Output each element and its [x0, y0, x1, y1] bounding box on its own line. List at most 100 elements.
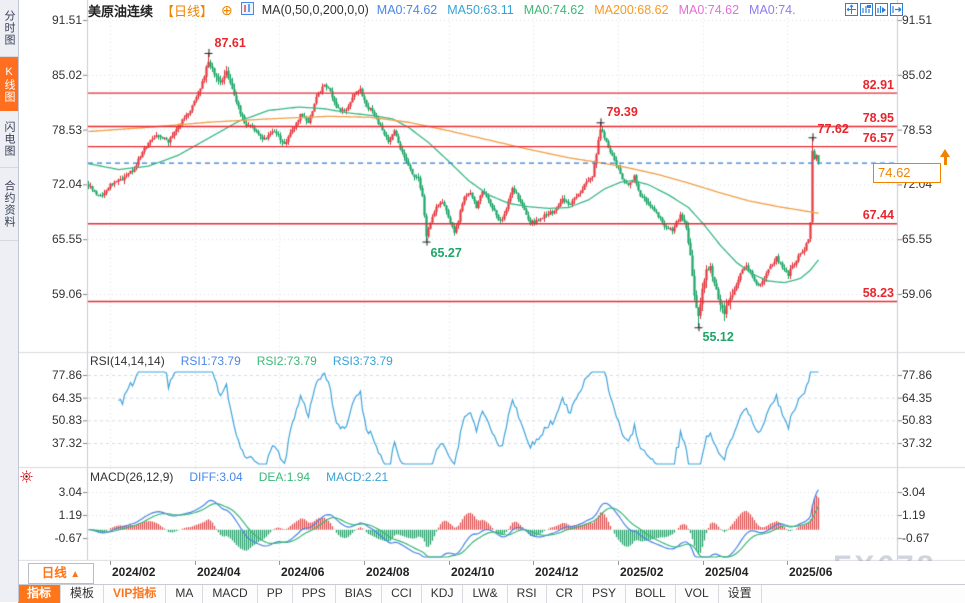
- price-axis-label-left: 65.55: [51, 232, 82, 247]
- macd-value: DIFF:3.04: [189, 470, 243, 484]
- date-label: 2024/12: [535, 565, 579, 579]
- date-tick: [449, 561, 450, 565]
- current-price-tag: 74.62: [873, 163, 941, 183]
- left-sidebar: 分时图 K线图 闪电图 合约资料: [0, 0, 19, 602]
- ma-value: MA0:74.62: [523, 3, 585, 17]
- price-axis-label-right: 85.02: [902, 67, 933, 82]
- period-selector-label: 日线: [41, 566, 67, 580]
- toolbar-item-CCI[interactable]: CCI: [382, 585, 422, 603]
- ma-value: MA0:74.: [749, 3, 796, 17]
- rsi-axis-label-right: 77.86: [902, 368, 933, 382]
- rsi-axis-label-left: 77.86: [51, 368, 82, 382]
- time-axis-row: 日线 ▲ 2024/02 2024/04 2024/06 2024/08 2024/10…: [19, 561, 965, 584]
- macd-title: MACD(26,12,9): [90, 470, 174, 484]
- swing-price-label: 79.39: [606, 105, 638, 120]
- macd-axis-label-right: -0.67: [902, 531, 930, 546]
- date-tick: [110, 561, 111, 565]
- toolbar-item-PSY[interactable]: PSY: [583, 585, 626, 603]
- rsi-axis-label-left: 37.32: [51, 435, 82, 450]
- rsi-axis-label-left: 50.83: [51, 413, 82, 428]
- swing-price-label: 77.62: [817, 122, 849, 137]
- macd-settings-icon[interactable]: [20, 470, 33, 488]
- sidebar-tab-2[interactable]: K线图: [0, 57, 18, 111]
- swing-price-label: 55.12: [702, 330, 734, 345]
- date-tick: [279, 561, 280, 565]
- hline-price-label: 58.23: [862, 286, 894, 300]
- date-label: 2024/06: [281, 565, 325, 579]
- chart-titlebar: 美原油连续 【日线】 ⊕ MA(0,50,0,200,0,0) MA0:74.6…: [88, 2, 806, 19]
- date-tick: [364, 561, 365, 565]
- date-tick: [787, 561, 788, 565]
- window-icons: [845, 3, 903, 16]
- macd-axis-label-left: 1.19: [58, 508, 82, 522]
- toolbar-item-VOL[interactable]: VOL: [676, 585, 719, 603]
- hline-price-label: 67.44: [862, 208, 894, 223]
- chevron-up-icon: ▲: [70, 569, 81, 580]
- macd-axis-label-left: 3.04: [58, 485, 82, 500]
- macd-value: DEA:1.94: [258, 470, 311, 484]
- toolbar-item-MA[interactable]: MA: [166, 585, 204, 603]
- sidebar-tab-4[interactable]: 合约资料: [0, 168, 18, 241]
- price-axis-label-left: 78.53: [51, 122, 82, 137]
- toolbar-item-VIP指标[interactable]: VIP指标: [104, 585, 167, 603]
- sidebar-tab-1[interactable]: 分时图: [0, 0, 18, 57]
- date-label: 2024/08: [366, 565, 410, 579]
- ma-value: MA50:63.11: [447, 3, 514, 17]
- toolbar-item-PPS[interactable]: PPS: [293, 585, 336, 603]
- swing-price-label: 65.27: [430, 245, 462, 260]
- price-axis-label-right: 78.53: [902, 122, 933, 137]
- date-label: 2025/02: [620, 565, 664, 579]
- rsi-title: RSI(14,14,14): [90, 354, 165, 368]
- toolbar-item-MACD[interactable]: MACD: [203, 585, 258, 603]
- crosshair-icon[interactable]: [845, 3, 858, 16]
- rsi-axis-label-left: 64.35: [51, 390, 82, 405]
- toolbar-item-RSI[interactable]: RSI: [508, 585, 547, 603]
- sidebar-tab-3[interactable]: 闪电图: [0, 111, 18, 168]
- ma-value: MA0:74.62: [376, 3, 438, 17]
- rsi-value: RSI1:73.79: [180, 354, 241, 368]
- date-tick: [703, 561, 704, 565]
- swing-price-label: 87.61: [214, 35, 246, 50]
- ma-value: MA0:74.62: [678, 3, 740, 17]
- date-label: 2024/10: [451, 565, 495, 579]
- kline-style-icon[interactable]: [240, 2, 254, 18]
- toolbar-item-LW&[interactable]: LW&: [463, 585, 508, 603]
- rsi-value: RSI2:73.79: [256, 354, 317, 368]
- price-axis-label-left: 85.02: [51, 67, 82, 82]
- toolbar-item-CR[interactable]: CR: [547, 585, 583, 603]
- macd-axis-label-right: 3.04: [902, 485, 926, 500]
- macd-axis-label-left: -0.67: [54, 531, 82, 546]
- period-label: 【日线】: [161, 3, 214, 19]
- date-label: 2025/04: [705, 565, 749, 579]
- toolbar-item-模板[interactable]: 模板: [61, 585, 105, 603]
- toolbar-item-KDJ[interactable]: KDJ: [422, 585, 464, 603]
- period-selector-button[interactable]: 日线 ▲: [28, 563, 94, 584]
- rsi-axis-label-right: 50.83: [902, 413, 933, 428]
- toolbar-item-指标[interactable]: 指标: [18, 585, 62, 603]
- ma-settings-text: MA(0,50,0,200,0,0): [261, 3, 369, 17]
- indicator-window-icon[interactable]: [860, 3, 873, 16]
- hline-price-label: 82.91: [862, 77, 894, 92]
- add-overlay-icon[interactable]: ⊕: [221, 2, 233, 18]
- date-label: 2025/06: [789, 565, 833, 579]
- symbol-name: 美原油连续: [88, 3, 154, 19]
- hline-price-label: 78.95: [862, 111, 894, 126]
- date-label: 2024/04: [197, 565, 241, 579]
- date-tick: [195, 561, 196, 565]
- toolbar-item-BIAS[interactable]: BIAS: [336, 585, 383, 603]
- price-axis-label-right: 65.55: [902, 232, 933, 247]
- pop-out-icon[interactable]: [890, 3, 903, 16]
- toolbar-item-BOLL[interactable]: BOLL: [626, 585, 676, 603]
- rsi-axis-label-right: 64.35: [902, 390, 933, 405]
- macd-axis-label-right: 1.19: [902, 508, 926, 522]
- toolbar-item-设置[interactable]: 设置: [719, 585, 762, 603]
- toolbar-item-PP[interactable]: PP: [258, 585, 293, 603]
- date-tick: [618, 561, 619, 565]
- date-label: 2024/02: [112, 565, 156, 579]
- price-axis-label-left: 59.06: [51, 286, 82, 301]
- ma-value: MA200:68.62: [594, 3, 669, 17]
- macd-header: MACD(26,12,9) DIFF:3.04 DEA:1.94 MACD:2.21: [90, 470, 388, 484]
- chart-play-icon[interactable]: [875, 3, 888, 16]
- macd-value: MACD:2.21: [326, 470, 389, 484]
